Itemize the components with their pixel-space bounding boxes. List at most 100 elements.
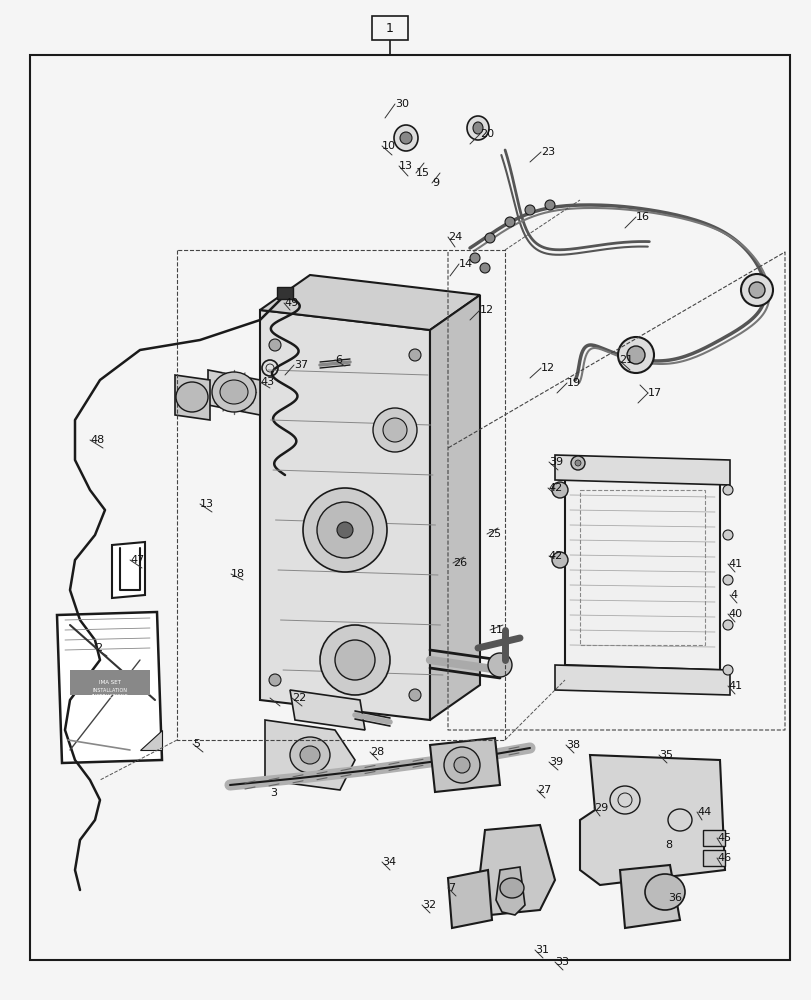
Ellipse shape	[220, 380, 247, 404]
Text: 2: 2	[95, 643, 102, 653]
Text: 24: 24	[448, 232, 461, 242]
Text: 6: 6	[335, 355, 341, 365]
Polygon shape	[554, 455, 729, 485]
Ellipse shape	[748, 282, 764, 298]
Polygon shape	[430, 295, 479, 720]
Text: 38: 38	[565, 740, 579, 750]
Text: 27: 27	[536, 785, 551, 795]
Ellipse shape	[290, 737, 329, 773]
Polygon shape	[430, 738, 500, 792]
Text: 36: 36	[667, 893, 681, 903]
Text: 8: 8	[664, 840, 672, 850]
Text: 48: 48	[90, 435, 104, 445]
Ellipse shape	[525, 205, 534, 215]
Text: 39: 39	[548, 757, 563, 767]
Text: 12: 12	[479, 305, 494, 315]
Text: 3: 3	[270, 788, 277, 798]
Ellipse shape	[466, 116, 488, 140]
Text: 18: 18	[230, 569, 245, 579]
Bar	[702, 830, 724, 846]
Polygon shape	[112, 542, 145, 598]
Text: 22: 22	[292, 693, 306, 703]
Ellipse shape	[409, 349, 420, 361]
Polygon shape	[496, 867, 525, 915]
Text: 49: 49	[284, 298, 298, 308]
Polygon shape	[260, 275, 479, 330]
Text: 40: 40	[727, 609, 741, 619]
Ellipse shape	[722, 485, 732, 495]
Ellipse shape	[551, 482, 568, 498]
Text: 14: 14	[458, 259, 473, 269]
Ellipse shape	[316, 502, 372, 558]
Text: 26: 26	[453, 558, 466, 568]
Text: 39: 39	[548, 457, 563, 467]
Text: 19: 19	[566, 378, 581, 388]
Ellipse shape	[372, 408, 417, 452]
Bar	[70, 670, 150, 695]
Ellipse shape	[268, 339, 281, 351]
Ellipse shape	[268, 674, 281, 686]
Text: 46: 46	[716, 853, 730, 863]
Polygon shape	[620, 865, 679, 928]
Text: 28: 28	[370, 747, 384, 757]
Text: 13: 13	[200, 499, 214, 509]
Text: 16: 16	[635, 212, 649, 222]
Text: 43: 43	[260, 377, 274, 387]
Polygon shape	[57, 612, 162, 763]
Text: 10: 10	[381, 141, 396, 151]
Text: 5: 5	[193, 739, 200, 749]
Text: 42: 42	[547, 483, 561, 493]
Polygon shape	[290, 690, 365, 730]
Text: 17: 17	[647, 388, 661, 398]
Ellipse shape	[383, 418, 406, 442]
Ellipse shape	[400, 132, 411, 144]
Text: 20: 20	[479, 129, 494, 139]
Polygon shape	[478, 825, 554, 915]
Text: 45: 45	[716, 833, 730, 843]
Text: INSTALLATION: INSTALLATION	[92, 688, 127, 692]
Text: 13: 13	[398, 161, 413, 171]
Ellipse shape	[551, 552, 568, 568]
Ellipse shape	[570, 456, 584, 470]
Ellipse shape	[176, 382, 208, 412]
Ellipse shape	[470, 253, 479, 263]
Ellipse shape	[479, 263, 489, 273]
Text: 25: 25	[487, 529, 500, 539]
Ellipse shape	[212, 372, 255, 412]
Text: 12: 12	[540, 363, 555, 373]
Polygon shape	[554, 665, 729, 695]
Ellipse shape	[722, 575, 732, 585]
Text: 30: 30	[394, 99, 409, 109]
Ellipse shape	[504, 217, 514, 227]
Ellipse shape	[453, 757, 470, 773]
Polygon shape	[579, 755, 724, 885]
Text: 4: 4	[729, 590, 736, 600]
Polygon shape	[208, 370, 260, 415]
Text: 47: 47	[130, 555, 144, 565]
Ellipse shape	[574, 460, 581, 466]
Text: 7: 7	[448, 883, 454, 893]
Ellipse shape	[299, 746, 320, 764]
Ellipse shape	[444, 747, 479, 783]
Ellipse shape	[320, 625, 389, 695]
Ellipse shape	[473, 122, 483, 134]
Text: 44: 44	[696, 807, 710, 817]
Text: 29: 29	[594, 803, 607, 813]
Bar	[371, 16, 407, 40]
Text: 31: 31	[534, 945, 548, 955]
Ellipse shape	[722, 620, 732, 630]
Text: 1: 1	[385, 22, 393, 35]
Text: 32: 32	[422, 900, 436, 910]
Ellipse shape	[722, 665, 732, 675]
Ellipse shape	[487, 653, 512, 677]
Text: 11: 11	[489, 625, 504, 635]
Ellipse shape	[484, 233, 495, 243]
Bar	[579, 490, 704, 645]
Text: 15: 15	[415, 168, 430, 178]
Polygon shape	[264, 720, 354, 790]
Text: INSTRUCTIONS: INSTRUCTIONS	[92, 694, 128, 700]
Ellipse shape	[740, 274, 772, 306]
Polygon shape	[175, 375, 210, 420]
Polygon shape	[564, 460, 719, 670]
Text: 35: 35	[659, 750, 672, 760]
